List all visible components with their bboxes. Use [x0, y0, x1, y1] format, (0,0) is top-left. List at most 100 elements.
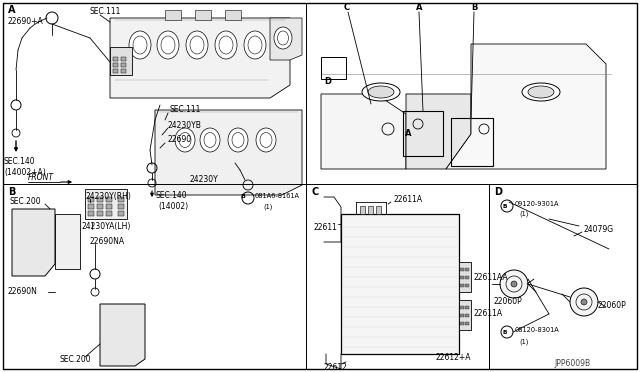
Bar	[321, 57, 346, 79]
Bar	[113, 57, 118, 61]
Text: A: A	[416, 3, 422, 13]
Text: C: C	[344, 3, 350, 13]
Text: 22690N: 22690N	[8, 288, 38, 296]
Circle shape	[18, 249, 32, 263]
Bar	[88, 197, 94, 202]
Polygon shape	[446, 44, 606, 169]
Text: 22612+A: 22612+A	[436, 353, 472, 362]
Bar	[195, 10, 211, 20]
Bar	[465, 322, 469, 325]
Text: A: A	[8, 5, 15, 15]
Text: 24230YB: 24230YB	[168, 121, 202, 129]
Bar	[118, 204, 124, 209]
Bar	[118, 211, 124, 216]
Ellipse shape	[368, 86, 394, 98]
Bar	[465, 314, 469, 317]
Ellipse shape	[215, 31, 237, 59]
Text: (14002): (14002)	[158, 202, 188, 211]
Bar	[106, 197, 112, 202]
Bar	[121, 57, 126, 61]
Text: 22690: 22690	[168, 135, 192, 144]
Bar	[85, 189, 127, 219]
Text: 081A6-8161A: 081A6-8161A	[255, 193, 300, 199]
Ellipse shape	[256, 128, 276, 152]
Text: 22611A: 22611A	[394, 196, 423, 205]
Text: 24079G: 24079G	[584, 224, 614, 234]
Bar	[460, 314, 464, 317]
Ellipse shape	[244, 31, 266, 59]
Circle shape	[107, 314, 123, 330]
Text: B: B	[8, 187, 15, 197]
Text: SEC.111: SEC.111	[170, 106, 202, 115]
Ellipse shape	[200, 128, 220, 152]
Text: SEC.200: SEC.200	[60, 355, 92, 363]
Text: 24230YA(LH): 24230YA(LH)	[82, 221, 131, 231]
Bar	[465, 306, 469, 309]
Circle shape	[125, 325, 139, 339]
Ellipse shape	[274, 27, 292, 49]
Text: 22060P: 22060P	[597, 301, 626, 311]
Bar	[460, 322, 464, 325]
Bar	[106, 211, 112, 216]
Ellipse shape	[186, 31, 208, 59]
Text: (1): (1)	[263, 204, 273, 210]
Ellipse shape	[362, 83, 400, 101]
Bar	[460, 276, 464, 279]
Text: 24230Y(RH): 24230Y(RH)	[85, 192, 131, 201]
Text: A: A	[404, 129, 412, 138]
Bar	[106, 204, 112, 209]
Bar	[465, 268, 469, 271]
Text: FRONT: FRONT	[28, 173, 54, 183]
Text: 08120-8301A: 08120-8301A	[515, 327, 560, 333]
Bar	[121, 69, 126, 73]
Text: SEC.200: SEC.200	[10, 198, 42, 206]
Circle shape	[36, 230, 48, 242]
Ellipse shape	[228, 128, 248, 152]
Bar	[465, 284, 469, 287]
Bar	[88, 204, 94, 209]
Text: JPP6009B: JPP6009B	[554, 359, 590, 369]
Text: 22690+A: 22690+A	[8, 17, 44, 26]
Polygon shape	[270, 18, 302, 60]
Text: 22611A: 22611A	[474, 310, 503, 318]
Polygon shape	[12, 209, 55, 276]
Text: 24230Y: 24230Y	[190, 174, 219, 183]
Text: SEC.140: SEC.140	[155, 192, 187, 201]
Bar	[88, 211, 94, 216]
Polygon shape	[55, 214, 80, 269]
Ellipse shape	[157, 31, 179, 59]
Circle shape	[500, 270, 528, 298]
Text: 22690NA: 22690NA	[90, 237, 125, 247]
Bar	[113, 63, 118, 67]
Polygon shape	[155, 110, 302, 195]
Text: SEC.111: SEC.111	[90, 7, 122, 16]
Circle shape	[581, 299, 587, 305]
Bar	[460, 284, 464, 287]
Bar	[97, 211, 103, 216]
Circle shape	[570, 288, 598, 316]
Polygon shape	[110, 18, 290, 98]
Bar	[460, 306, 464, 309]
Bar	[460, 268, 464, 271]
Polygon shape	[406, 94, 471, 169]
Bar	[459, 300, 471, 330]
Ellipse shape	[528, 86, 554, 98]
Polygon shape	[100, 304, 145, 366]
Bar	[113, 69, 118, 73]
Text: 22060P: 22060P	[494, 298, 523, 307]
Text: 22611: 22611	[314, 222, 338, 231]
Circle shape	[107, 336, 123, 352]
Text: B: B	[241, 195, 245, 199]
Text: 09120-9301A: 09120-9301A	[515, 201, 559, 207]
Text: 22611AA: 22611AA	[474, 273, 509, 282]
Bar	[403, 111, 443, 156]
Text: B: B	[503, 330, 507, 334]
Bar	[459, 262, 471, 292]
Bar	[465, 276, 469, 279]
Text: SEC.140: SEC.140	[4, 157, 36, 167]
Bar	[165, 10, 181, 20]
Circle shape	[18, 222, 32, 236]
Bar	[368, 206, 373, 214]
Text: B: B	[471, 3, 477, 13]
Polygon shape	[321, 94, 406, 169]
